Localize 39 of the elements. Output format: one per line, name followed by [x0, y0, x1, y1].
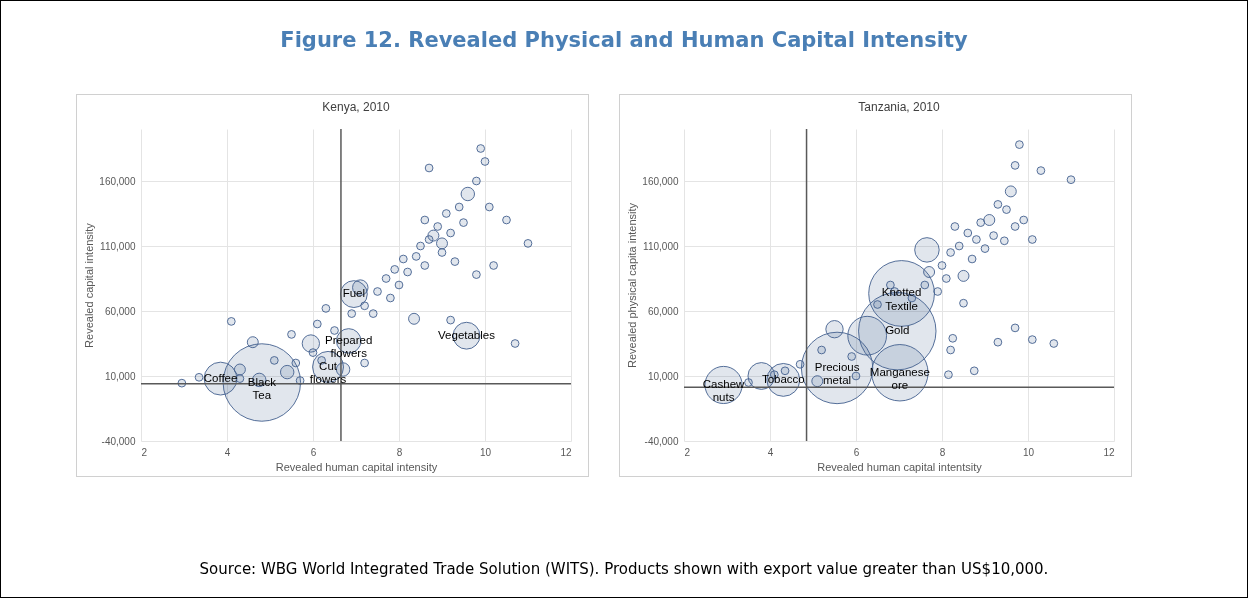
- y-tick-label: 10,000: [647, 370, 679, 382]
- x-tick-label: 8: [396, 446, 403, 458]
- y-tick-label: 160,000: [99, 175, 136, 187]
- x-tick-label: 6: [310, 446, 317, 458]
- annotation: Precious metal: [814, 360, 860, 387]
- chart-title: Tanzania, 2010: [858, 100, 941, 115]
- x-tick-label: 2: [684, 446, 691, 458]
- y-tick-label: -40,000: [101, 435, 136, 447]
- x-axis-title: Revealed human capital intentsity: [817, 460, 983, 473]
- x-tick-label: 8: [939, 446, 946, 458]
- x-tick-label: 10: [1022, 446, 1035, 458]
- x-tick-label: 12: [1103, 446, 1115, 458]
- x-axis-title: Revealed human capital intensity: [275, 460, 438, 473]
- annotation: Coffee: [203, 371, 238, 384]
- y-tick-label: 110,000: [100, 240, 136, 252]
- y-tick-label: 110,000: [643, 240, 679, 252]
- annotation: Fuel: [342, 287, 366, 300]
- y-axis-title: Revealed physical capita intensity: [626, 202, 639, 369]
- y-tick-label: 60,000: [104, 305, 136, 317]
- source-note: Source: WBG World Integrated Trade Solution (WITS). Products shown with export value greater than US$10,000.: [198, 560, 1050, 578]
- x-tick-label: 10: [479, 446, 492, 458]
- y-tick-label: 60,000: [647, 305, 679, 317]
- text: Figure 12. Revealed Physical and Human Capital Intensity: [279, 28, 969, 52]
- annotation: Prepared flowers: [325, 333, 373, 360]
- y-axis-title: Revealed capital intensity: [83, 222, 96, 348]
- x-tick-label: 2: [141, 446, 148, 458]
- x-tick-label: 12: [560, 446, 572, 458]
- x-tick-label: 4: [767, 446, 774, 458]
- annotation: Gold: [885, 324, 910, 337]
- annotation: Cut flowers: [309, 359, 347, 386]
- annotation: Knotted Textile: [881, 286, 922, 312]
- chart-title: Kenya, 2010: [322, 100, 391, 115]
- y-tick-label: 160,000: [642, 175, 679, 187]
- y-tick-label: -40,000: [644, 435, 679, 447]
- annotation: Tobacco: [761, 372, 805, 385]
- x-tick-label: 4: [224, 446, 231, 458]
- y-tick-label: 10,000: [104, 370, 136, 382]
- annotation: Vegetables: [438, 328, 496, 341]
- x-tick-label: 6: [853, 446, 860, 458]
